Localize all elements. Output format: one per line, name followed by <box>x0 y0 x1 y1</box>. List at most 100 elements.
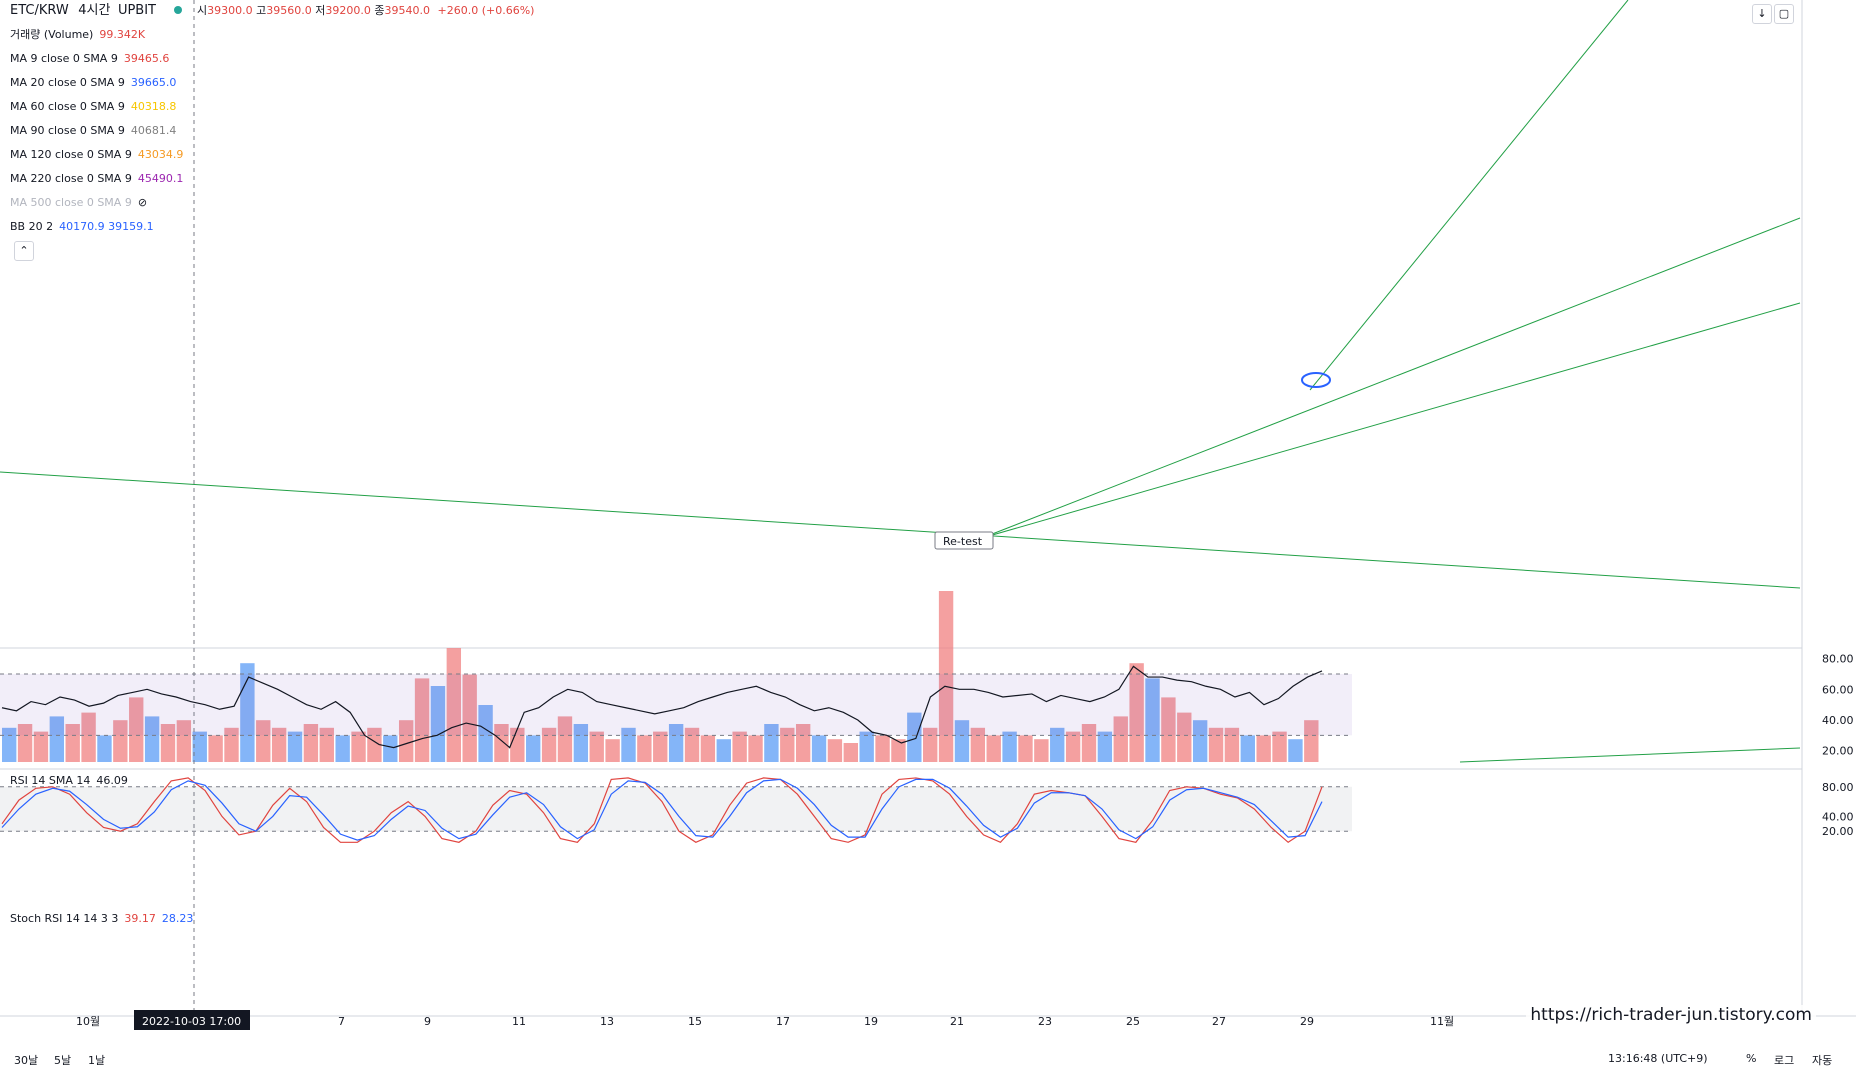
rsi-line-rsi <box>1 665 1323 749</box>
range-30d-button[interactable]: 30날 <box>14 1054 39 1067</box>
time-tick-label: 11 <box>512 1015 526 1028</box>
indicator-label: MA 20 close 0 SMA 9 <box>10 76 125 89</box>
trendline-volume <box>1459 747 1801 763</box>
retest-annotation-label: Re-test <box>943 535 983 548</box>
indicator-legend-row[interactable]: MA 20 close 0 SMA 9 39665.0 <box>10 76 176 90</box>
stoch-tick-label: 40.00 <box>1822 810 1854 823</box>
volume-bar <box>1256 735 1271 762</box>
indicator-legend-row[interactable]: MA 90 close 0 SMA 9 40681.4 <box>10 124 176 138</box>
volume-bar <box>1145 678 1160 762</box>
time-tick-label: 19 <box>864 1015 878 1028</box>
volume-bar <box>891 739 906 762</box>
auto-toggle[interactable]: 자동 <box>1812 1054 1833 1067</box>
volume-bar <box>176 720 192 762</box>
volume-bar <box>1065 731 1081 762</box>
volume-bar <box>970 727 986 762</box>
indicator-legend-row[interactable]: MA 220 close 0 SMA 9 45490.1 <box>10 172 183 186</box>
stoch-line-k <box>1 777 1323 844</box>
volume-bar <box>1304 720 1319 762</box>
rsi-legend[interactable]: RSI 14 SMA 14 46.09 <box>10 774 128 788</box>
time-tick-label: 7 <box>338 1015 345 1028</box>
volume-bar <box>303 724 319 762</box>
stoch-line-d <box>1 778 1323 841</box>
trendline-steep <box>1309 0 1629 391</box>
indicator-legend-row[interactable]: MA 60 close 0 SMA 9 40318.8 <box>10 100 176 114</box>
volume-bar <box>1192 720 1208 762</box>
stoch-d-value: 28.23 <box>161 912 194 925</box>
time-tick-label: 29 <box>1300 1015 1314 1028</box>
volume-bar <box>589 731 604 762</box>
volume-bar <box>938 591 954 762</box>
time-tick-label: 9 <box>424 1015 431 1028</box>
indicator-value: 39465.6 <box>123 52 170 65</box>
indicator-label: MA 60 close 0 SMA 9 <box>10 100 125 113</box>
indicator-value: 45490.1 <box>137 172 184 185</box>
trendline-fan-2 <box>981 302 1801 539</box>
range-5d-button[interactable]: 5날 <box>54 1054 72 1067</box>
fullscreen-icon[interactable]: ▢ <box>1774 4 1794 24</box>
rsi-tick-label: 20.00 <box>1822 745 1854 758</box>
stoch-legend[interactable]: Stoch RSI 14 14 3 3 39.17 28.23 <box>10 912 193 926</box>
volume-bar <box>732 731 747 762</box>
volume-bar <box>986 735 1001 762</box>
volume-bar <box>653 731 668 762</box>
volume-bar <box>859 731 874 762</box>
volume-bar <box>875 735 890 762</box>
volume-bar <box>97 735 112 762</box>
rsi-tick-label: 60.00 <box>1822 683 1854 696</box>
rsi-legend-label: RSI 14 SMA 14 <box>10 774 91 787</box>
indicator-value: 40170.9 <box>59 220 105 233</box>
volume-bar <box>81 712 96 762</box>
volume-bar <box>1177 712 1192 762</box>
volume-bar <box>398 720 414 762</box>
trendline-fan-1 <box>981 217 1801 539</box>
volume-bar <box>843 743 858 762</box>
indicator-legend-row[interactable]: MA 500 close 0 SMA 9 ⊘ <box>10 196 147 210</box>
exchange-label: UPBIT <box>117 3 157 18</box>
volume-bar <box>526 735 541 762</box>
indicator-value: 40681.4 <box>130 124 177 137</box>
volume-bar <box>1002 731 1017 762</box>
watermark: https://rich-trader-jun.tistory.com <box>1526 1005 1816 1025</box>
volume-bar <box>1097 731 1113 762</box>
indicator-label: MA 90 close 0 SMA 9 <box>10 124 125 137</box>
download-icon[interactable]: ↓ <box>1752 4 1772 24</box>
collapse-legend-icon[interactable]: ⌃ <box>14 241 34 261</box>
stoch-k-value: 39.17 <box>124 912 156 925</box>
symbol-name[interactable]: ETC/KRW <box>10 3 69 18</box>
rsi-tick-label: 40.00 <box>1822 714 1854 727</box>
interval-label[interactable]: 4시간 <box>78 3 111 18</box>
volume-bar <box>1018 735 1033 762</box>
indicator-legend-row[interactable]: MA 9 close 0 SMA 9 39465.6 <box>10 52 169 66</box>
volume-bar <box>1081 724 1097 762</box>
trendline-lower <box>0 471 1801 589</box>
indicator-legend-row[interactable]: 거래량 (Volume) 99.342K <box>10 28 145 42</box>
time-tick-label: 23 <box>1038 1015 1052 1028</box>
highlight-circle <box>1301 372 1331 388</box>
volume-bar <box>1129 663 1144 762</box>
range-1d-button[interactable]: 1날 <box>88 1054 106 1067</box>
indicator-legend-row[interactable]: MA 120 close 0 SMA 9 43034.9 <box>10 148 183 162</box>
volume-bar <box>795 724 811 762</box>
volume-bar <box>494 724 509 762</box>
volume-bar <box>271 727 287 762</box>
volume-bar <box>33 731 49 762</box>
close-value: 39540.0 <box>384 4 431 17</box>
stoch-band <box>0 786 1352 832</box>
indicator-value: 99.342K <box>99 28 146 41</box>
volume-bar <box>49 716 65 762</box>
volume-bar <box>764 724 779 762</box>
log-toggle[interactable]: 로그 <box>1774 1054 1795 1067</box>
volume-bar <box>684 727 700 762</box>
bottom-toolbar: 30날 5날 1날 13:16:48 (UTC+9) % 로그 자동 <box>0 1048 1856 1070</box>
time-tick-label: 10월 <box>76 1015 100 1028</box>
volume-bar <box>1288 739 1303 762</box>
volume-bar <box>716 739 731 762</box>
hidden-eye-icon[interactable]: ⊘ <box>137 196 148 209</box>
volume-bar <box>923 727 938 762</box>
percent-toggle[interactable]: % <box>1746 1052 1757 1065</box>
indicator-legend-row[interactable]: BB 20 2 40170.9 39159.1 <box>10 220 154 234</box>
indicator-label: MA 500 close 0 SMA 9 <box>10 196 132 209</box>
